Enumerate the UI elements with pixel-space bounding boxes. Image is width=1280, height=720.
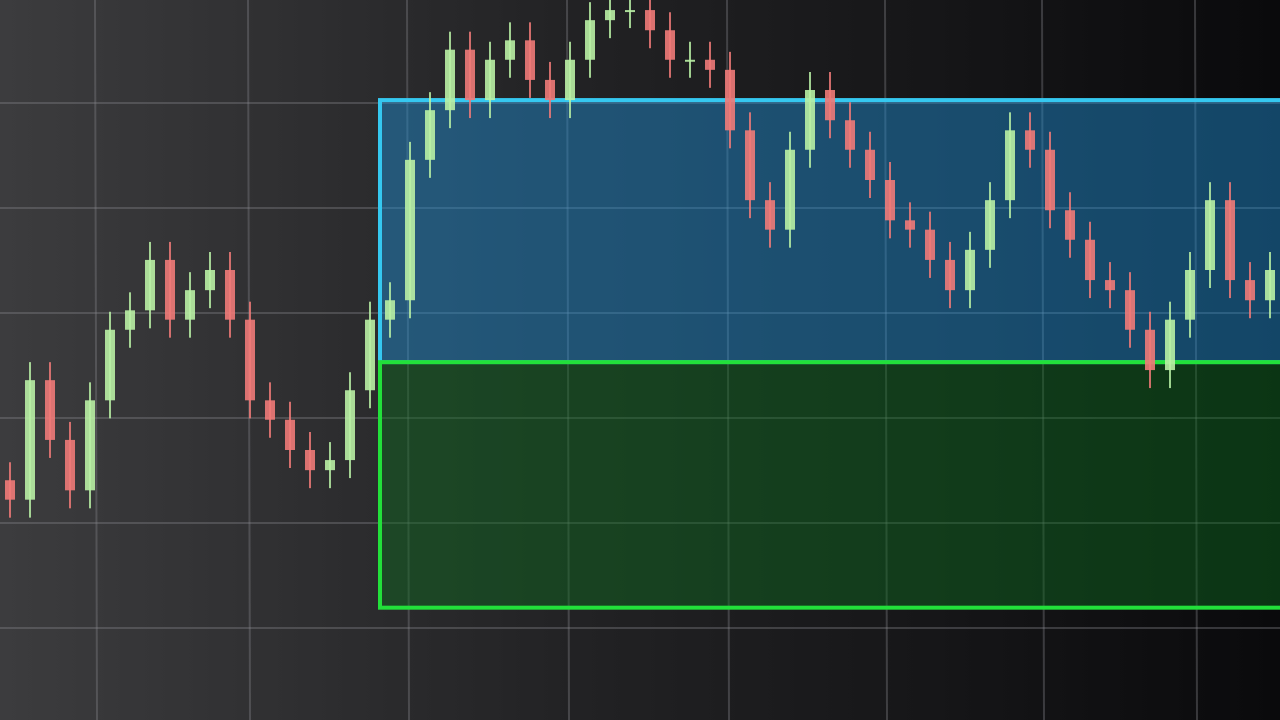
candle-body [685,59,695,62]
candle-body [965,249,975,291]
candle-body [625,10,635,13]
candle-body [745,130,755,201]
grid-line-vertical [884,0,888,720]
zone [378,360,1280,610]
candle-body [85,400,95,491]
candle-body [585,20,595,60]
candle-body [1065,210,1075,240]
candle-body [345,390,355,461]
candle-body [805,90,815,150]
grid-line-vertical [566,0,570,720]
zones [378,98,1280,610]
candle-body [1045,149,1055,211]
candle-body [205,270,215,291]
candle-body [845,120,855,150]
candle-body [605,10,615,21]
candle-body [825,90,835,121]
candle-body [1105,280,1115,291]
grid-line-vertical [406,0,410,720]
grid-line-vertical [94,0,98,720]
candle-body [165,259,175,320]
candle-body [45,380,55,440]
candle-body [565,59,575,101]
candle-body [285,419,295,450]
candle-body [405,159,415,301]
candle-body [105,329,115,401]
candle-body [185,290,195,320]
candle-body [505,40,515,60]
candle-body [245,319,255,401]
candle-body [65,439,75,491]
candle-body [5,480,15,500]
candle-body [1185,270,1195,320]
candle-body [765,200,775,230]
candle-body [925,229,935,260]
candle-body [645,10,655,31]
candle-body [1025,130,1035,150]
candle-body [1085,239,1095,281]
candle-body [1205,200,1215,270]
candle-body [865,149,875,180]
candle-body [1245,280,1255,301]
grid-line-vertical [1041,0,1045,720]
candle-body [365,319,375,391]
candle-body [1225,200,1235,281]
candle-body [885,180,895,221]
candle-body [905,220,915,230]
candle-body [445,49,455,111]
candle-body [305,450,315,471]
candle-body [1265,270,1275,301]
candle-body [525,40,535,80]
candle-body [985,200,995,250]
candles [5,0,1275,518]
candle-body [225,270,235,320]
candle-body [945,259,955,291]
candle-body [145,259,155,311]
candle-body [785,149,795,230]
candle-body [325,460,335,471]
candle-body [385,300,395,320]
candle-body [425,110,435,160]
candle-body [725,69,735,131]
candle-body [485,59,495,101]
candle-body [465,49,475,101]
zone [378,98,1280,365]
candle-body [25,380,35,500]
candle-body [1005,130,1015,201]
candle-body [265,400,275,420]
grid-line-vertical [1194,0,1198,720]
candle-body [1165,319,1175,371]
candle-body [545,79,555,101]
candle-body [1145,329,1155,371]
candle-body [665,30,675,60]
candle-body [705,59,715,70]
candle-body [125,310,135,330]
candle-body [1125,290,1135,330]
